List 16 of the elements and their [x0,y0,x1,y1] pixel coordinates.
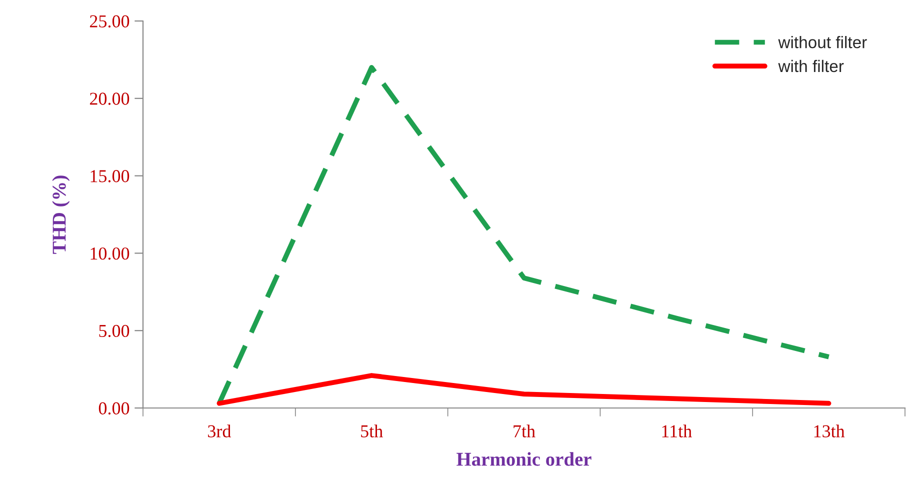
y-tick-label: 5.00 [99,324,130,338]
y-tick-label: 25.00 [90,15,130,28]
legend-label: with filter [778,60,844,72]
x-tick-label: 11th [662,424,692,438]
x-tick-label: 7th [514,424,536,438]
y-tick-label: 0.00 [98,402,130,415]
line-series [216,373,832,406]
y-tick-label: 15.00 [90,170,130,182]
y-tick-label: 10.00 [90,247,130,260]
legend-label: without filter [778,36,867,48]
y-axis-title: THD (%) [52,176,70,254]
x-axis-title: Harmonic order [456,452,592,466]
x-tick-label: 13th [814,424,845,438]
x-tick-label: 5th [361,424,383,438]
y-tick-label: 20.00 [90,92,130,105]
x-tick-label: 3rd [208,424,232,438]
